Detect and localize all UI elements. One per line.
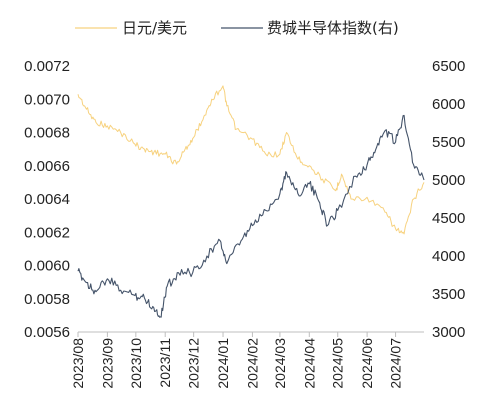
x-tick-label: 2023/12 — [186, 338, 202, 389]
left-tick-label: 0.0058 — [24, 291, 70, 308]
left-axis-ticks: 0.0056 0.0058 0.0060 0.0062 0.0064 0.0066 0.00… — [24, 58, 70, 341]
series-line-sox — [77, 114, 425, 318]
left-tick-label: 0.0062 — [24, 224, 70, 241]
left-tick-label: 0.0068 — [24, 125, 70, 142]
x-tick-label: 2024/06 — [359, 338, 375, 389]
x-tick-label: 2024/03 — [272, 338, 288, 389]
series-layer — [77, 85, 425, 318]
right-tick-label: 5000 — [432, 172, 465, 189]
x-tick-label: 2023/09 — [99, 338, 115, 389]
x-tick-label: 2024/07 — [388, 338, 404, 389]
right-tick-label: 6000 — [432, 96, 465, 113]
right-tick-label: 4500 — [432, 210, 465, 227]
x-tick-label: 2024/02 — [244, 338, 260, 389]
x-axis-ticks: 2023/08 2023/09 2023/10 2023/11 2023/12 2024/… — [70, 332, 404, 389]
x-tick-label: 2024/04 — [301, 338, 317, 389]
x-tick-label: 2024/01 — [215, 338, 231, 389]
legend-label-sox: 费城半导体指数(右) — [267, 19, 399, 37]
left-tick-label: 0.0064 — [24, 191, 70, 208]
left-tick-label: 0.0060 — [24, 258, 70, 275]
left-tick-label: 0.0070 — [24, 91, 70, 108]
legend-label-jpy-usd: 日元/美元 — [122, 19, 187, 37]
right-tick-label: 6500 — [432, 58, 465, 75]
x-tick-label: 2024/05 — [330, 338, 346, 389]
left-tick-label: 0.0056 — [24, 324, 70, 341]
right-axis-ticks: 3000 3500 4000 4500 5000 5500 6000 6500 — [432, 58, 465, 341]
x-tick-label: 2023/11 — [157, 338, 173, 388]
right-tick-label: 5500 — [432, 134, 465, 151]
x-tick-label: 2023/08 — [70, 338, 86, 389]
left-tick-label: 0.0066 — [24, 158, 70, 175]
right-tick-label: 4000 — [432, 248, 465, 265]
right-tick-label: 3500 — [432, 286, 465, 303]
legend: 日元/美元 费城半导体指数(右) — [75, 19, 399, 37]
left-tick-label: 0.0072 — [24, 58, 70, 75]
right-tick-label: 3000 — [432, 324, 465, 341]
series-line-jpy-usd — [77, 85, 425, 235]
x-tick-label: 2023/10 — [128, 338, 144, 389]
